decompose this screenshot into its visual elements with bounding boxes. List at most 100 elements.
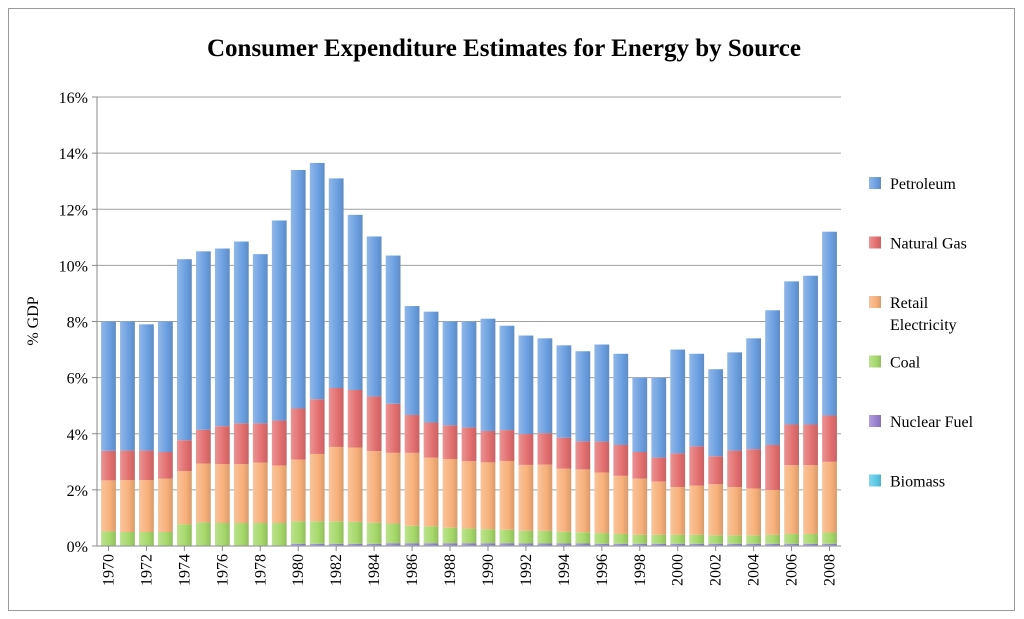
bar-natural-gas-1989 xyxy=(461,427,477,462)
bar-retail-electricity-1982 xyxy=(328,446,344,522)
bar-petroleum-1995 xyxy=(575,351,591,442)
bar-coal-2002 xyxy=(708,535,724,544)
bar-natural-gas-1988 xyxy=(442,425,458,460)
y-tick-label: 14% xyxy=(59,146,88,163)
x-tick-labels: 1970 1972 1974 1976 1978 1980 1982 1984 1986 1988… xyxy=(100,546,839,586)
bar-coal-1984 xyxy=(366,522,382,544)
bar-retail-electricity-1977 xyxy=(233,464,249,523)
bar-retail-electricity-2000 xyxy=(670,487,686,535)
bar-natural-gas-1997 xyxy=(613,444,629,476)
x-tick-label: 1972 xyxy=(138,554,155,586)
bar-natural-gas-1977 xyxy=(233,423,249,465)
bar-retail-electricity-2007 xyxy=(803,465,818,534)
bar-nuclear-fuel-1986 xyxy=(404,543,420,546)
bar-petroleum-2002 xyxy=(708,369,724,457)
bar-natural-gas-1999 xyxy=(651,457,667,482)
legend-swatch-petroleum xyxy=(869,177,881,189)
bar-retail-electricity-1985 xyxy=(385,452,401,524)
bar-natural-gas-1984 xyxy=(366,396,382,452)
bar-petroleum-1983 xyxy=(347,214,363,390)
bar-coal-1972 xyxy=(139,531,154,546)
bar-coal-1994 xyxy=(556,531,572,544)
bar-retail-electricity-1997 xyxy=(613,475,629,534)
bar-natural-gas-1978 xyxy=(252,423,268,463)
bar-retail-electricity-1978 xyxy=(252,462,268,523)
bar-nuclear-fuel-1983 xyxy=(347,543,363,546)
bar-nuclear-fuel-2002 xyxy=(708,543,724,546)
x-tick-label: 1976 xyxy=(214,554,231,586)
bar-nuclear-fuel-1991 xyxy=(499,543,515,546)
bar-retail-electricity-1975 xyxy=(195,463,211,523)
bar-natural-gas-2005 xyxy=(765,444,780,490)
bar-petroleum-2003 xyxy=(727,352,743,451)
bar-petroleum-2007 xyxy=(803,275,818,425)
bar-coal-1999 xyxy=(651,534,667,544)
bars xyxy=(101,162,837,546)
bar-coal-1996 xyxy=(594,533,610,544)
x-tick-label: 2008 xyxy=(822,554,839,586)
bar-natural-gas-2007 xyxy=(803,424,818,466)
bar-petroleum-1974 xyxy=(176,259,192,441)
bar-retail-electricity-2006 xyxy=(784,465,799,534)
legend-swatch-retail-electricity xyxy=(869,296,881,308)
legend: Petroleum Natural Gas Retail Electricity Coa… xyxy=(869,176,974,491)
bar-nuclear-fuel-1989 xyxy=(461,543,477,546)
bar-natural-gas-2002 xyxy=(708,456,724,485)
bar-natural-gas-1990 xyxy=(480,430,496,463)
bar-nuclear-fuel-1990 xyxy=(480,543,496,546)
bar-retail-electricity-1983 xyxy=(347,447,363,522)
bar-natural-gas-2006 xyxy=(784,424,799,466)
bar-natural-gas-1991 xyxy=(499,430,515,461)
x-tick-label: 2000 xyxy=(670,554,687,586)
legend-label-retail-electricity: Retail Electricity xyxy=(890,295,957,334)
chart-title: Consumer Expenditure Estimates for Energ… xyxy=(207,35,801,62)
legend-label-biomass: Biomass xyxy=(890,474,945,491)
bar-nuclear-fuel-2001 xyxy=(689,543,705,546)
bar-coal-2005 xyxy=(765,534,780,544)
x-tick-label: 1974 xyxy=(176,554,193,586)
bar-coal-1998 xyxy=(632,534,648,544)
bar-nuclear-fuel-2003 xyxy=(727,543,743,546)
legend-label-coal: Coal xyxy=(890,355,921,372)
bar-retail-electricity-1986 xyxy=(404,452,420,526)
bar-coal-1980 xyxy=(290,521,306,544)
bar-nuclear-fuel-2005 xyxy=(765,543,780,546)
bar-coal-1975 xyxy=(195,522,211,546)
chart-canvas: Consumer Expenditure Estimates for Energ… xyxy=(25,35,974,586)
bar-natural-gas-1970 xyxy=(101,450,116,481)
bar-coal-1991 xyxy=(499,529,515,544)
bar-retail-electricity-2005 xyxy=(765,489,780,535)
bar-petroleum-1975 xyxy=(195,251,211,430)
x-tick-label: 2002 xyxy=(708,554,725,586)
x-tick-label: 2006 xyxy=(784,554,801,586)
bar-retail-electricity-1970 xyxy=(101,480,116,532)
bar-retail-electricity-1995 xyxy=(575,469,591,533)
bar-nuclear-fuel-1980 xyxy=(290,543,306,546)
bar-coal-1981 xyxy=(309,521,325,544)
bar-petroleum-1989 xyxy=(461,321,477,428)
bar-nuclear-fuel-1994 xyxy=(556,543,572,546)
bar-retail-electricity-2001 xyxy=(689,485,705,535)
bar-petroleum-2006 xyxy=(784,281,799,425)
bar-natural-gas-1996 xyxy=(594,441,610,473)
bar-nuclear-fuel-2004 xyxy=(746,543,762,546)
bar-coal-1987 xyxy=(423,526,439,544)
x-tick-label: 1978 xyxy=(252,554,269,586)
x-tick-label: 1996 xyxy=(594,554,611,586)
bar-retail-electricity-1972 xyxy=(139,480,154,532)
y-tick-label: 4% xyxy=(67,427,88,444)
bar-coal-2006 xyxy=(784,533,799,544)
bar-natural-gas-2008 xyxy=(822,415,837,462)
bar-retail-electricity-1989 xyxy=(461,461,477,529)
bar-retail-electricity-1990 xyxy=(480,462,496,530)
bar-nuclear-fuel-1984 xyxy=(366,543,382,546)
bar-petroleum-1972 xyxy=(139,324,154,451)
bar-natural-gas-1972 xyxy=(139,450,154,481)
y-tick-label: 8% xyxy=(67,315,88,332)
bar-petroleum-1970 xyxy=(101,321,116,451)
bar-coal-1985 xyxy=(385,523,401,544)
bar-nuclear-fuel-1995 xyxy=(575,543,591,546)
bar-coal-2007 xyxy=(803,533,818,544)
bar-natural-gas-1979 xyxy=(271,420,287,466)
bar-natural-gas-2004 xyxy=(746,449,762,489)
